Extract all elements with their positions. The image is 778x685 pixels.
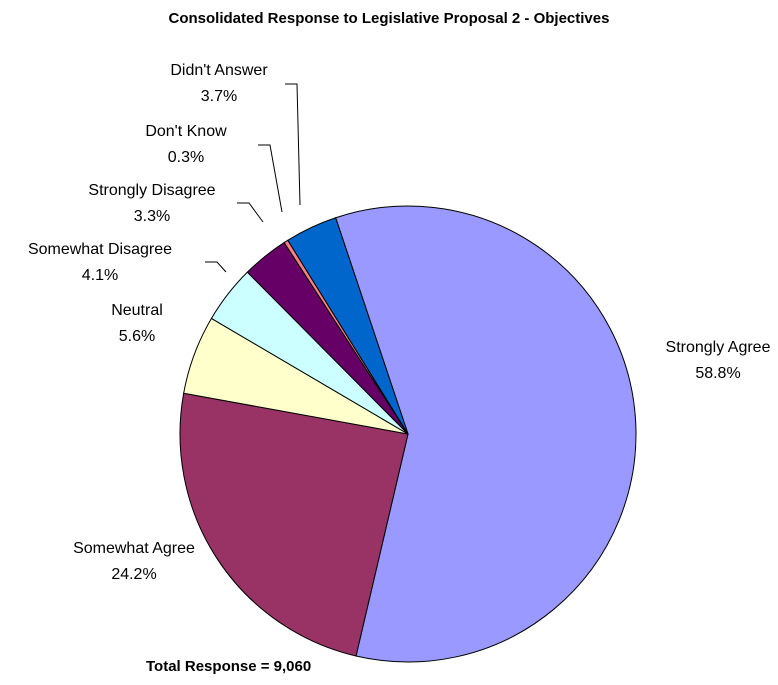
slice-label-somewhat-disagree: Somewhat Disagree — [28, 241, 172, 258]
pie-slice-didn-t-answer — [287, 217, 409, 435]
slice-label-strongly-agree: Strongly Agree — [666, 339, 771, 356]
slice-label-don-t-know: Don't Know — [145, 123, 227, 140]
slice-label-didn-t-answer: Didn't Answer — [170, 62, 268, 79]
leader-line-strongly-disagree — [237, 202, 264, 223]
total-response-footer: Total Response = 9,060 — [146, 658, 312, 675]
pie-slice-somewhat-agree — [179, 392, 409, 657]
slice-percent-neutral: 5.6% — [119, 328, 155, 345]
slice-label-strongly-disagree: Strongly Disagree — [88, 182, 215, 199]
slice-percent-didn-t-answer: 3.7% — [201, 88, 237, 105]
leader-line-somewhat-disagree — [205, 261, 227, 273]
chart-title: Consolidated Response to Legislative Pro… — [168, 10, 610, 27]
pie-slice-strongly-agree — [335, 205, 637, 663]
slice-label-neutral: Neutral — [111, 302, 163, 319]
slice-percent-strongly-agree: 58.8% — [695, 365, 740, 382]
slice-percent-somewhat-agree: 24.2% — [111, 566, 156, 583]
leader-line-don-t-know — [258, 144, 283, 213]
slice-percent-don-t-know: 0.3% — [168, 149, 204, 166]
leader-line-didn-t-answer — [285, 83, 301, 206]
slice-percent-somewhat-disagree: 4.1% — [82, 267, 118, 284]
slice-label-somewhat-agree: Somewhat Agree — [73, 540, 195, 557]
slice-percent-strongly-disagree: 3.3% — [134, 208, 170, 225]
